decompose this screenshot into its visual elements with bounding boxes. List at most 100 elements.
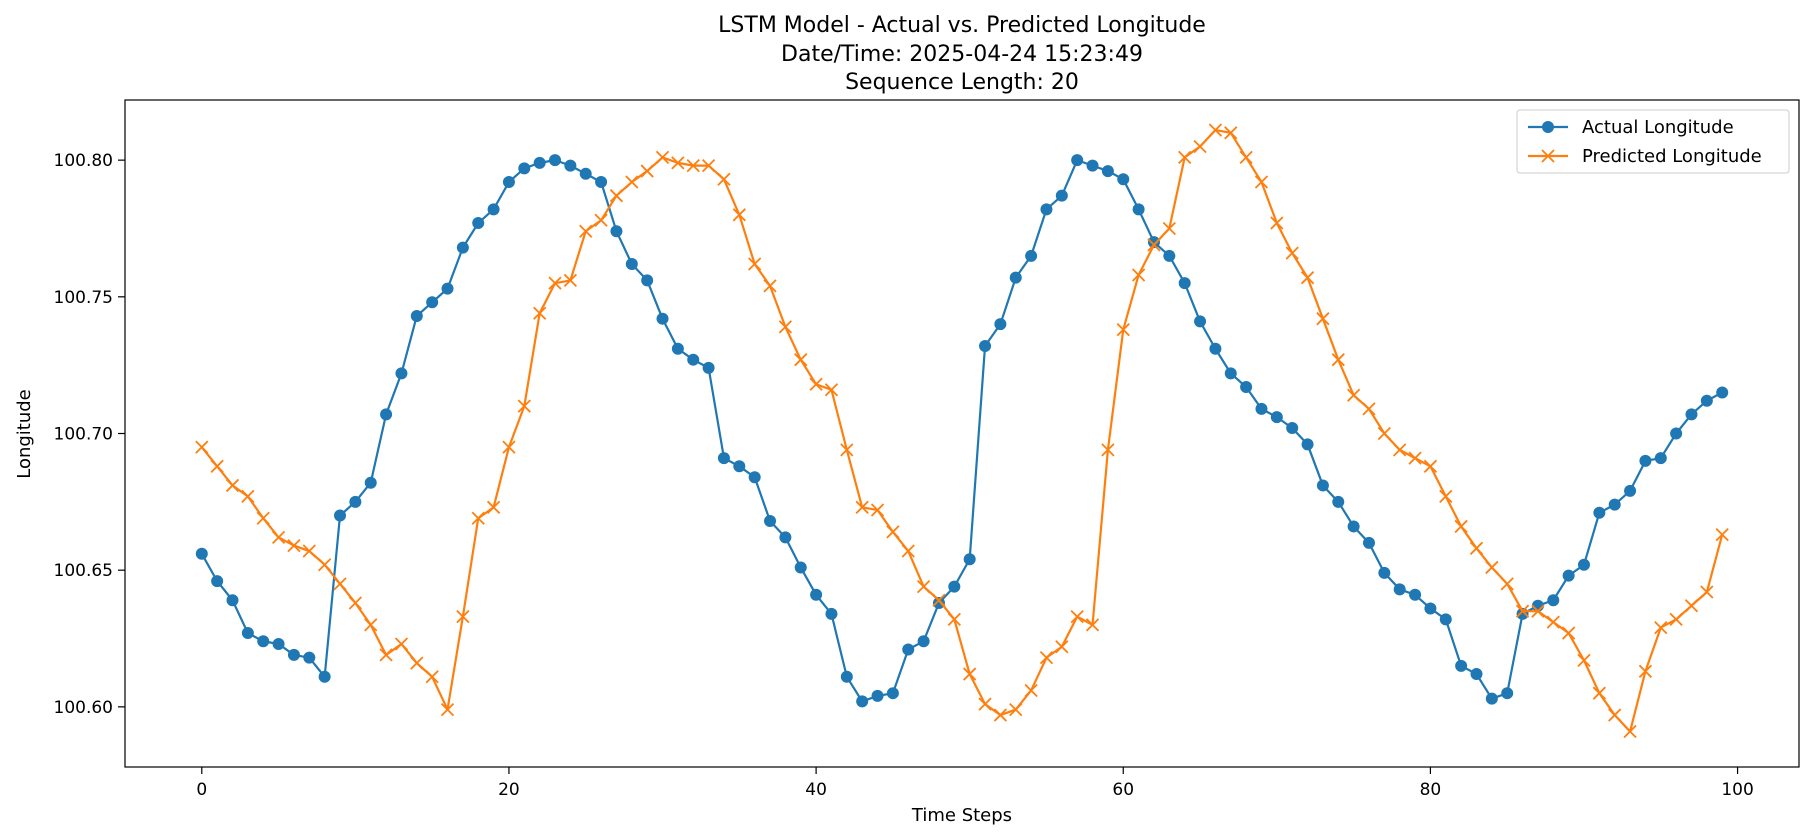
data-point [871, 689, 884, 702]
data-point [1240, 381, 1253, 394]
data-point [855, 500, 869, 514]
data-point [1132, 203, 1145, 216]
data-point [686, 158, 700, 173]
legend-marker-predicted [1541, 149, 1555, 163]
data-point [1270, 216, 1284, 230]
data-point [779, 531, 792, 544]
data-point [1071, 154, 1084, 167]
data-point [272, 637, 285, 650]
data-point [1639, 454, 1652, 467]
data-point [271, 530, 286, 545]
data-point [1101, 443, 1115, 457]
y-axis-ticks: 100.60 100.65 100.70 100.75 100.80 [54, 151, 125, 718]
x-tick-label: 60 [1112, 780, 1134, 800]
data-point [702, 361, 715, 374]
data-point [1162, 221, 1176, 236]
data-point [1024, 683, 1038, 698]
data-point [748, 471, 761, 484]
data-point [1485, 692, 1498, 705]
data-point [472, 217, 485, 230]
data-point [1070, 610, 1084, 624]
data-point [1562, 569, 1575, 582]
data-point [1039, 651, 1054, 665]
data-point [1623, 724, 1637, 739]
data-point [564, 159, 577, 172]
data-point [1286, 422, 1299, 435]
data-point [1377, 426, 1391, 441]
data-point [456, 610, 470, 624]
data-point [993, 708, 1008, 722]
data-point [1638, 664, 1653, 678]
data-point [717, 172, 731, 186]
data-point [1331, 353, 1345, 367]
data-point [364, 618, 378, 632]
data-point [856, 695, 869, 708]
data-point [256, 511, 270, 525]
data-point [579, 224, 593, 238]
data-point [1040, 203, 1053, 216]
legend-marker-actual [1542, 121, 1554, 133]
data-point [1439, 489, 1453, 504]
data-point [932, 596, 945, 609]
data-point [1670, 427, 1683, 440]
data-point [426, 296, 439, 309]
data-point [671, 342, 684, 355]
data-point [687, 353, 700, 366]
data-point [1285, 246, 1299, 260]
data-point [1147, 236, 1160, 249]
data-point [840, 443, 854, 457]
y-tick-label: 100.65 [54, 561, 113, 581]
data-point [548, 276, 562, 290]
data-point [1178, 150, 1192, 165]
data-point [1424, 602, 1437, 615]
y-tick-label: 100.75 [54, 288, 113, 308]
chart-title: LSTM Model - Actual vs. Predicted Longit… [718, 13, 1206, 95]
data-point [1055, 640, 1069, 654]
data-point [594, 213, 608, 227]
data-point [1409, 588, 1422, 601]
data-point [1347, 520, 1360, 533]
x-tick-label: 20 [498, 780, 520, 800]
data-point [979, 340, 992, 353]
data-point [456, 241, 469, 254]
data-point [902, 643, 915, 656]
data-point [1547, 594, 1560, 607]
data-point [1515, 604, 1530, 618]
data-point [1454, 519, 1468, 534]
data-point [1593, 506, 1606, 519]
data-point [517, 399, 531, 413]
data-point [287, 648, 300, 661]
data-point [1270, 411, 1283, 424]
data-point [1009, 702, 1023, 717]
data-point [1378, 566, 1391, 579]
data-point [932, 593, 946, 607]
data-point [978, 697, 992, 711]
data-point [195, 440, 209, 454]
data-point [1501, 687, 1514, 700]
data-point [487, 203, 500, 216]
data-point [563, 273, 578, 288]
data-point [380, 408, 393, 421]
data-point [1608, 498, 1621, 511]
data-point [655, 150, 670, 165]
data-point [348, 596, 363, 610]
data-point [916, 579, 931, 594]
data-point [1332, 495, 1345, 508]
data-point [1316, 479, 1329, 492]
data-point [287, 538, 301, 553]
data-point [1194, 315, 1207, 328]
data-point [502, 176, 515, 189]
data-point [441, 282, 454, 295]
data-point [410, 656, 424, 670]
data-point [870, 503, 885, 517]
data-point [1193, 139, 1207, 154]
x-axis-label: Time Steps [911, 805, 1012, 826]
x-axis-ticks: 0 20 40 60 80 100 [196, 767, 1754, 800]
data-point [1669, 612, 1683, 627]
data-point [794, 561, 807, 574]
data-point [901, 544, 915, 558]
data-point [1117, 173, 1130, 186]
data-point [1362, 402, 1376, 416]
data-point [794, 353, 808, 367]
data-point [1208, 123, 1223, 137]
